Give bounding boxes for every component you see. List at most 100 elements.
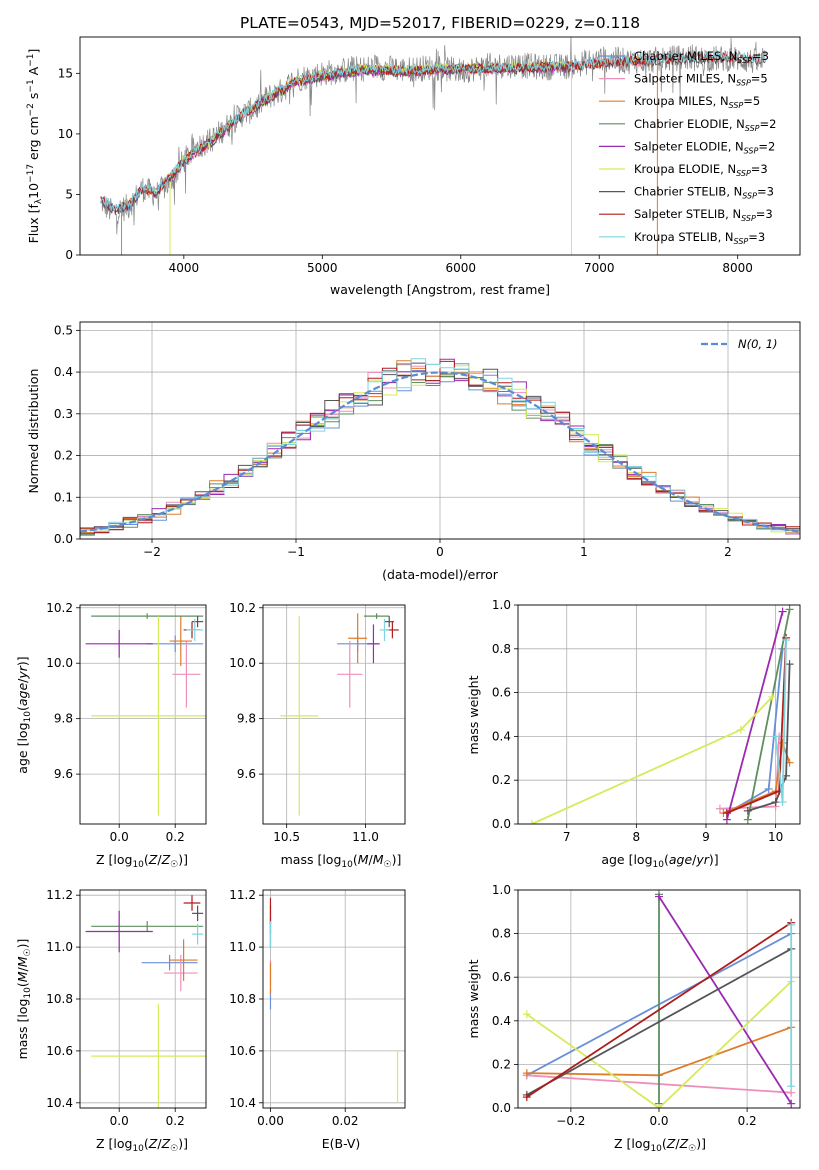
panel-content bbox=[85, 613, 206, 816]
x-tick-label: −0.2 bbox=[556, 1114, 585, 1128]
y-tick-label: 0.4 bbox=[492, 1014, 511, 1028]
legend-label: Chabrier ELODIE, NSSP=2 bbox=[634, 117, 776, 133]
legend-subscript: SSP bbox=[742, 192, 757, 201]
figure-title: PLATE=0543, MJD=52017, FIBERID=0229, z=0… bbox=[240, 14, 640, 32]
x-tick-label: 0.2 bbox=[738, 1114, 757, 1128]
y-tick-label: 9.6 bbox=[54, 767, 73, 781]
axes-frame bbox=[79, 604, 207, 825]
legend-nssp: =5 bbox=[751, 72, 768, 86]
panel-content bbox=[522, 890, 796, 1108]
residual-xlabel: (data-model)/error bbox=[382, 567, 499, 582]
y-tick-label: 5 bbox=[65, 187, 73, 201]
y-tick-label: 0.6 bbox=[492, 686, 511, 700]
x-tick-label: 2 bbox=[724, 545, 732, 559]
x-tick-label: 0.0 bbox=[110, 1114, 129, 1128]
y-tick-label: 10.2 bbox=[46, 601, 73, 615]
legend-subscript: SSP bbox=[736, 79, 751, 88]
mw-age-ylabel: mass weight bbox=[466, 675, 481, 754]
mass-z-xlabel: Z [log10(Z/Z☉)] bbox=[96, 1136, 188, 1154]
panel-content bbox=[100, 37, 766, 255]
y-tick-label: 0.1 bbox=[54, 490, 73, 504]
y-tick-label: 1.0 bbox=[492, 883, 511, 897]
x-tick-label: 8000 bbox=[722, 261, 753, 275]
histogram-step bbox=[80, 358, 800, 534]
x-tick-label: 0.00 bbox=[257, 1114, 284, 1128]
mass-weight-line bbox=[746, 609, 791, 820]
y-tick-label: 10 bbox=[58, 127, 73, 141]
residual-ylabel: Normed distribution bbox=[26, 369, 41, 494]
panel-content bbox=[269, 897, 399, 1103]
y-tick-label: 11.2 bbox=[46, 888, 73, 902]
panel-6: 0.00 0.02 10.4 10.6 10.8 11.0 11.2 bbox=[229, 888, 406, 1128]
plot-layer: 4000 5000 6000 7000 8000 0 5 10 15 −2 −1 0 1 2 0.0 0.1 0… bbox=[46, 36, 801, 1128]
y-tick-label: 10.4 bbox=[46, 1096, 73, 1110]
y-tick-label: 9.8 bbox=[54, 712, 73, 726]
legend-subscript: SSP bbox=[741, 214, 756, 223]
x-tick-label: 0 bbox=[436, 545, 444, 559]
y-tick-label: 0.0 bbox=[492, 817, 511, 831]
x-tick-label: 7 bbox=[563, 830, 571, 844]
x-tick-label: 0.02 bbox=[332, 1114, 359, 1128]
y-tick-label: 10.0 bbox=[46, 656, 73, 670]
legend-nssp: =5 bbox=[743, 94, 760, 108]
legend-label: Salpeter MILES, NSSP=5 bbox=[634, 72, 768, 88]
mass-weight-line bbox=[658, 896, 792, 1105]
legend-subscript: SSP bbox=[734, 237, 749, 246]
y-tick-label: 9.6 bbox=[237, 767, 256, 781]
mw-z-xlabel: Z [log10(Z/Z☉)] bbox=[614, 1136, 706, 1154]
spectrum-ylabel: Flux [fλ10−17 erg cm−2 s−1 A−1] bbox=[26, 49, 44, 244]
panel-content bbox=[80, 358, 800, 537]
model-spectrum-line bbox=[100, 50, 766, 213]
y-tick-label: 9.8 bbox=[237, 712, 256, 726]
y-tick-label: 0.2 bbox=[54, 449, 73, 463]
legend-subscript: SSP bbox=[729, 101, 744, 110]
residual-legend: N(0, 1) bbox=[701, 337, 778, 351]
x-tick-label: 0.0 bbox=[649, 1114, 668, 1128]
legend-label: Kroupa STELIB, NSSP=3 bbox=[634, 230, 765, 246]
y-tick-label: 0.2 bbox=[492, 1057, 511, 1071]
x-tick-label: 11.0 bbox=[352, 830, 379, 844]
legend-subscript: SSP bbox=[744, 146, 759, 155]
mw-age-xlabel: age [log10(age/yr)] bbox=[601, 852, 718, 870]
axes-frame bbox=[79, 889, 207, 1109]
y-tick-label: 0.8 bbox=[492, 927, 511, 941]
x-tick-label: 0.2 bbox=[166, 1114, 185, 1128]
mass-weight-line bbox=[526, 921, 792, 1098]
legend-label: Chabrier STELIB, NSSP=3 bbox=[634, 185, 774, 201]
x-tick-label: 0.2 bbox=[166, 830, 185, 844]
normal-legend-label: N(0, 1) bbox=[738, 337, 778, 351]
y-tick-label: 11.0 bbox=[229, 940, 256, 954]
panel-1: −2 −1 0 1 2 0.0 0.1 0.2 0.3 0.4 0.5 bbox=[54, 321, 801, 559]
y-tick-label: 0.6 bbox=[492, 970, 511, 984]
y-tick-label: 10.6 bbox=[229, 1044, 256, 1058]
y-tick-label: 0.5 bbox=[54, 323, 73, 337]
panel-content bbox=[85, 895, 206, 1108]
y-tick-label: 0.8 bbox=[492, 642, 511, 656]
spectrum-ylabel-main: Flux [f bbox=[26, 204, 41, 244]
y-tick-label: 10.6 bbox=[46, 1044, 73, 1058]
x-tick-label: 6000 bbox=[445, 261, 476, 275]
legend-subscript: SSP bbox=[737, 56, 752, 65]
y-tick-label: 10.4 bbox=[229, 1096, 256, 1110]
y-tick-label: 11.2 bbox=[229, 888, 256, 902]
legend-nssp: =3 bbox=[756, 207, 773, 221]
legend-nssp: =3 bbox=[748, 230, 765, 244]
axes-frame bbox=[79, 36, 801, 256]
x-tick-label: 9 bbox=[702, 830, 710, 844]
y-tick-label: 0.4 bbox=[54, 365, 73, 379]
legend-subscript: SSP bbox=[745, 124, 760, 133]
y-tick-label: 10.8 bbox=[46, 992, 73, 1006]
spectrum-xlabel: wavelength [Angstrom, rest frame] bbox=[330, 282, 550, 297]
y-tick-label: 0.0 bbox=[492, 1101, 511, 1115]
panel-3: 10.5 11.0 9.6 9.8 10.0 10.2 bbox=[229, 601, 406, 844]
legend-label: Kroupa ELODIE, NSSP=3 bbox=[634, 162, 768, 178]
legend-nssp: =3 bbox=[751, 162, 768, 176]
legend-label: Salpeter STELIB, NSSP=3 bbox=[634, 207, 773, 223]
panel-content bbox=[527, 605, 794, 824]
x-tick-label: −1 bbox=[287, 545, 305, 559]
y-tick-label: 0 bbox=[65, 248, 73, 262]
x-tick-label: 10 bbox=[768, 830, 783, 844]
panel-4: 7 8 9 10 0.0 0.2 0.4 0.6 0.8 1.0 bbox=[492, 598, 801, 844]
axes-frame bbox=[262, 604, 406, 825]
